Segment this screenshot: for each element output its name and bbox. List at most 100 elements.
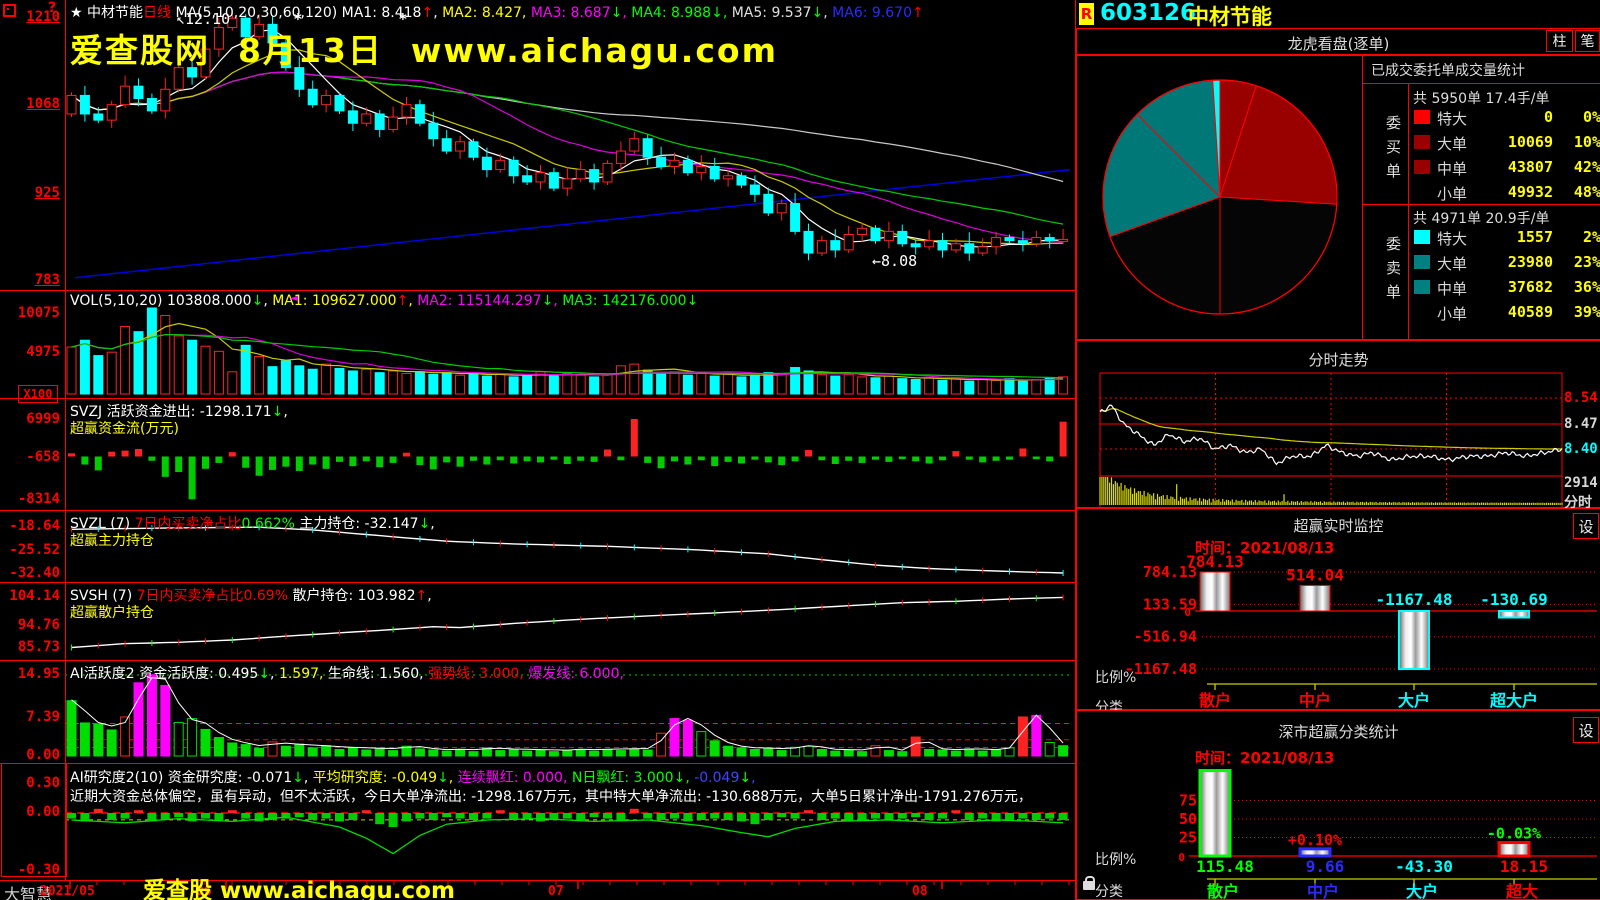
order-stats-table: 已成交委托单成交量统计 委买单 共 5950单 17.4手/单 特大 0 0% … (1362, 56, 1600, 341)
size-label: 小单 (1437, 305, 1468, 323)
intraday-low-label: 8.40 (1564, 441, 1598, 457)
size-value: 43807 (1507, 158, 1553, 176)
svg-text:-516.94: -516.94 (1134, 628, 1197, 646)
ai-activity-panel[interactable]: AI活跃度2 资金活跃度: 0.495↓, 1.597, 生命线: 1.560,… (0, 660, 1075, 763)
header-text: , (448, 770, 458, 786)
header-text: MA5: 9.537 (731, 5, 812, 21)
svg-text:25: 25 (1179, 829, 1197, 847)
header-text: 超赢资金流(万元) (70, 421, 179, 437)
header-text: ↓ (673, 770, 686, 786)
header-text: , (553, 293, 563, 309)
header-text: ↓ (739, 770, 752, 786)
stock-header: R 603126 中材节能 (1076, 0, 1600, 29)
retail-subheader: 超赢散户持仓 (70, 602, 154, 622)
svg-text:中户: 中户 (1307, 882, 1339, 900)
axis-label: 0.00 (26, 747, 60, 763)
chart-stack: ? ★ 中材节能日线 MA(5,10,20,30,60,120) MA1: 8.… (0, 0, 1075, 900)
ai-research-panel[interactable]: AI研究度2(10) 资金研究度: -0.071↓, 平均研究度: -0.049… (0, 763, 1075, 880)
size-percent: 0% (1582, 108, 1600, 126)
header-text: ↓ (292, 770, 304, 786)
table-row: 小单 49932 48% (1408, 181, 1600, 205)
header-text: 超赢散户持仓 (70, 605, 154, 621)
table-row: 大单 10069 10% (1408, 131, 1600, 155)
header-text: ↓ (541, 293, 554, 309)
header-text: ↑ (415, 588, 428, 604)
intraday-volume-label: 2914 (1564, 475, 1598, 491)
svg-text:75: 75 (1179, 792, 1197, 810)
axis-label: 0.00 (26, 804, 60, 820)
monitor-title: 超赢实时监控 (1293, 517, 1384, 535)
svg-text:784.13: 784.13 (1186, 552, 1244, 571)
size-percent: 42% (1573, 158, 1600, 176)
size-swatch (1414, 280, 1430, 294)
axis-label: 14.95 (17, 666, 60, 682)
fund-flow-panel[interactable]: SVZJ 活跃资金进出: -1298.171↓, 超赢资金流(万元) 爱查股 w… (0, 398, 1075, 900)
y-axis-line (65, 0, 66, 880)
retail-chart (71, 594, 1064, 651)
header-text: , (685, 770, 695, 786)
monitor-settings-button[interactable]: 设 (1573, 513, 1599, 539)
header-text: 连续飘红: 0.000, (457, 770, 572, 786)
axis-label: 85.73 (17, 639, 60, 655)
intraday-chart (1099, 372, 1563, 510)
header-text: 7日内买卖净占比0.69% (136, 588, 288, 604)
svg-text:784.13: 784.13 (1143, 563, 1197, 581)
ai-activity-header: AI活跃度2 资金活跃度: 0.495↓, 1.597, 生命线: 1.560,… (70, 663, 624, 683)
header-text: 7日内买卖净占比 (134, 516, 242, 532)
table-title: 已成交委托单成交量统计 (1371, 63, 1525, 79)
svg-text:0: 0 (1178, 851, 1185, 864)
header-text: , (751, 770, 756, 786)
kline-panel[interactable]: ★ 中材节能日线 MA(5,10,20,30,60,120) MA1: 8.41… (0, 0, 1075, 290)
stock-code: 603126 (1100, 0, 1197, 26)
app-brand: 大智慧 (4, 885, 53, 900)
retail-panel[interactable]: SVSH (7) 7日内买卖净占比0.69% 散户持仓: 103.982↑, 超… (0, 582, 1075, 660)
header-text: SVZL (7) (70, 516, 135, 532)
axis-label: -658 (26, 449, 60, 465)
axis-label: 1210 (26, 9, 60, 25)
svg-text:散户: 散户 (1199, 691, 1231, 710)
header-text: ★ (70, 5, 88, 21)
header-text: , (263, 293, 273, 309)
header-text: MA3: 142176.000 (562, 293, 687, 309)
intraday-panel[interactable]: 分时走势 8.54 8.47 8.40 2914 分时 (1076, 340, 1600, 511)
header-text: 近期大资金总体偏空，虽有异动，但不太活跃，今日大单净流出: -1298.167万… (70, 789, 1032, 805)
shenshi-title: 深市超赢分类统计 (1278, 723, 1399, 741)
header-text: SVSH (7) (70, 588, 137, 604)
side-panels: R 603126 中材节能 龙虎看盘(逐单) 柱 笔 已成交委托单成交量统计 委… (1075, 0, 1600, 900)
volume-header: VOL(5,10,20) 103808.000↓, MA1: 109627.00… (70, 293, 698, 309)
header-text: AI研究度2(10) 资金研究度: -0.071 (70, 770, 293, 786)
ai-research-chart (65, 808, 1070, 855)
main-force-subheader: 超赢主力持仓 (70, 530, 154, 550)
volume-panel[interactable]: VOL(5,10,20) 103808.000↓, MA1: 109627.00… (0, 290, 1075, 398)
timeline-axis[interactable] (0, 880, 1075, 900)
event-marker-icon: * (294, 10, 302, 28)
header-text: MA1: 109627.000 (272, 293, 397, 309)
header-text: ↓ (610, 5, 623, 21)
ai-research-comment: 近期大资金总体偏空，虽有异动，但不太活跃，今日大单净流出: -1298.167万… (70, 786, 1032, 806)
order-stats-panel: 已成交委托单成交量统计 委买单 共 5950单 17.4手/单 特大 0 0% … (1076, 55, 1600, 341)
axis-label: -32.40 (9, 565, 60, 581)
axis-label: 4975 (26, 344, 60, 360)
table-row: 小单 40589 39% (1408, 301, 1600, 325)
tool-icon[interactable] (3, 4, 16, 17)
sell-side-label: 委卖单 (1386, 235, 1402, 301)
size-percent: 10% (1573, 133, 1600, 151)
table-row: 特大 0 0% (1408, 106, 1600, 130)
size-percent: 39% (1573, 303, 1600, 321)
ai-research-axis-box (1, 763, 67, 877)
svg-text:超大: 超大 (1505, 882, 1538, 900)
shenshi-settings-button[interactable]: 设 (1573, 717, 1599, 743)
main-force-panel[interactable]: SVZL (7) 7日内买卖净占比0.662% 主力持仓: -32.147↓, … (0, 510, 1075, 582)
header-text: 平均研究度: -0.049 (312, 770, 438, 786)
marker-icon: ◄ (290, 293, 298, 304)
intraday-title: 分时走势 (1308, 351, 1369, 369)
lock-icon (1083, 876, 1095, 890)
watermark-url: www.aichagu.com (410, 31, 778, 70)
svg-text:50: 50 (1179, 810, 1197, 828)
bar-mode-button[interactable]: 柱 (1546, 30, 1573, 52)
volume-unit-label: X100 (18, 385, 58, 403)
pen-mode-button[interactable]: 笔 (1575, 30, 1600, 52)
fund-flow-chart (68, 419, 1067, 500)
header-text: MA4: 8.988 (631, 5, 712, 21)
